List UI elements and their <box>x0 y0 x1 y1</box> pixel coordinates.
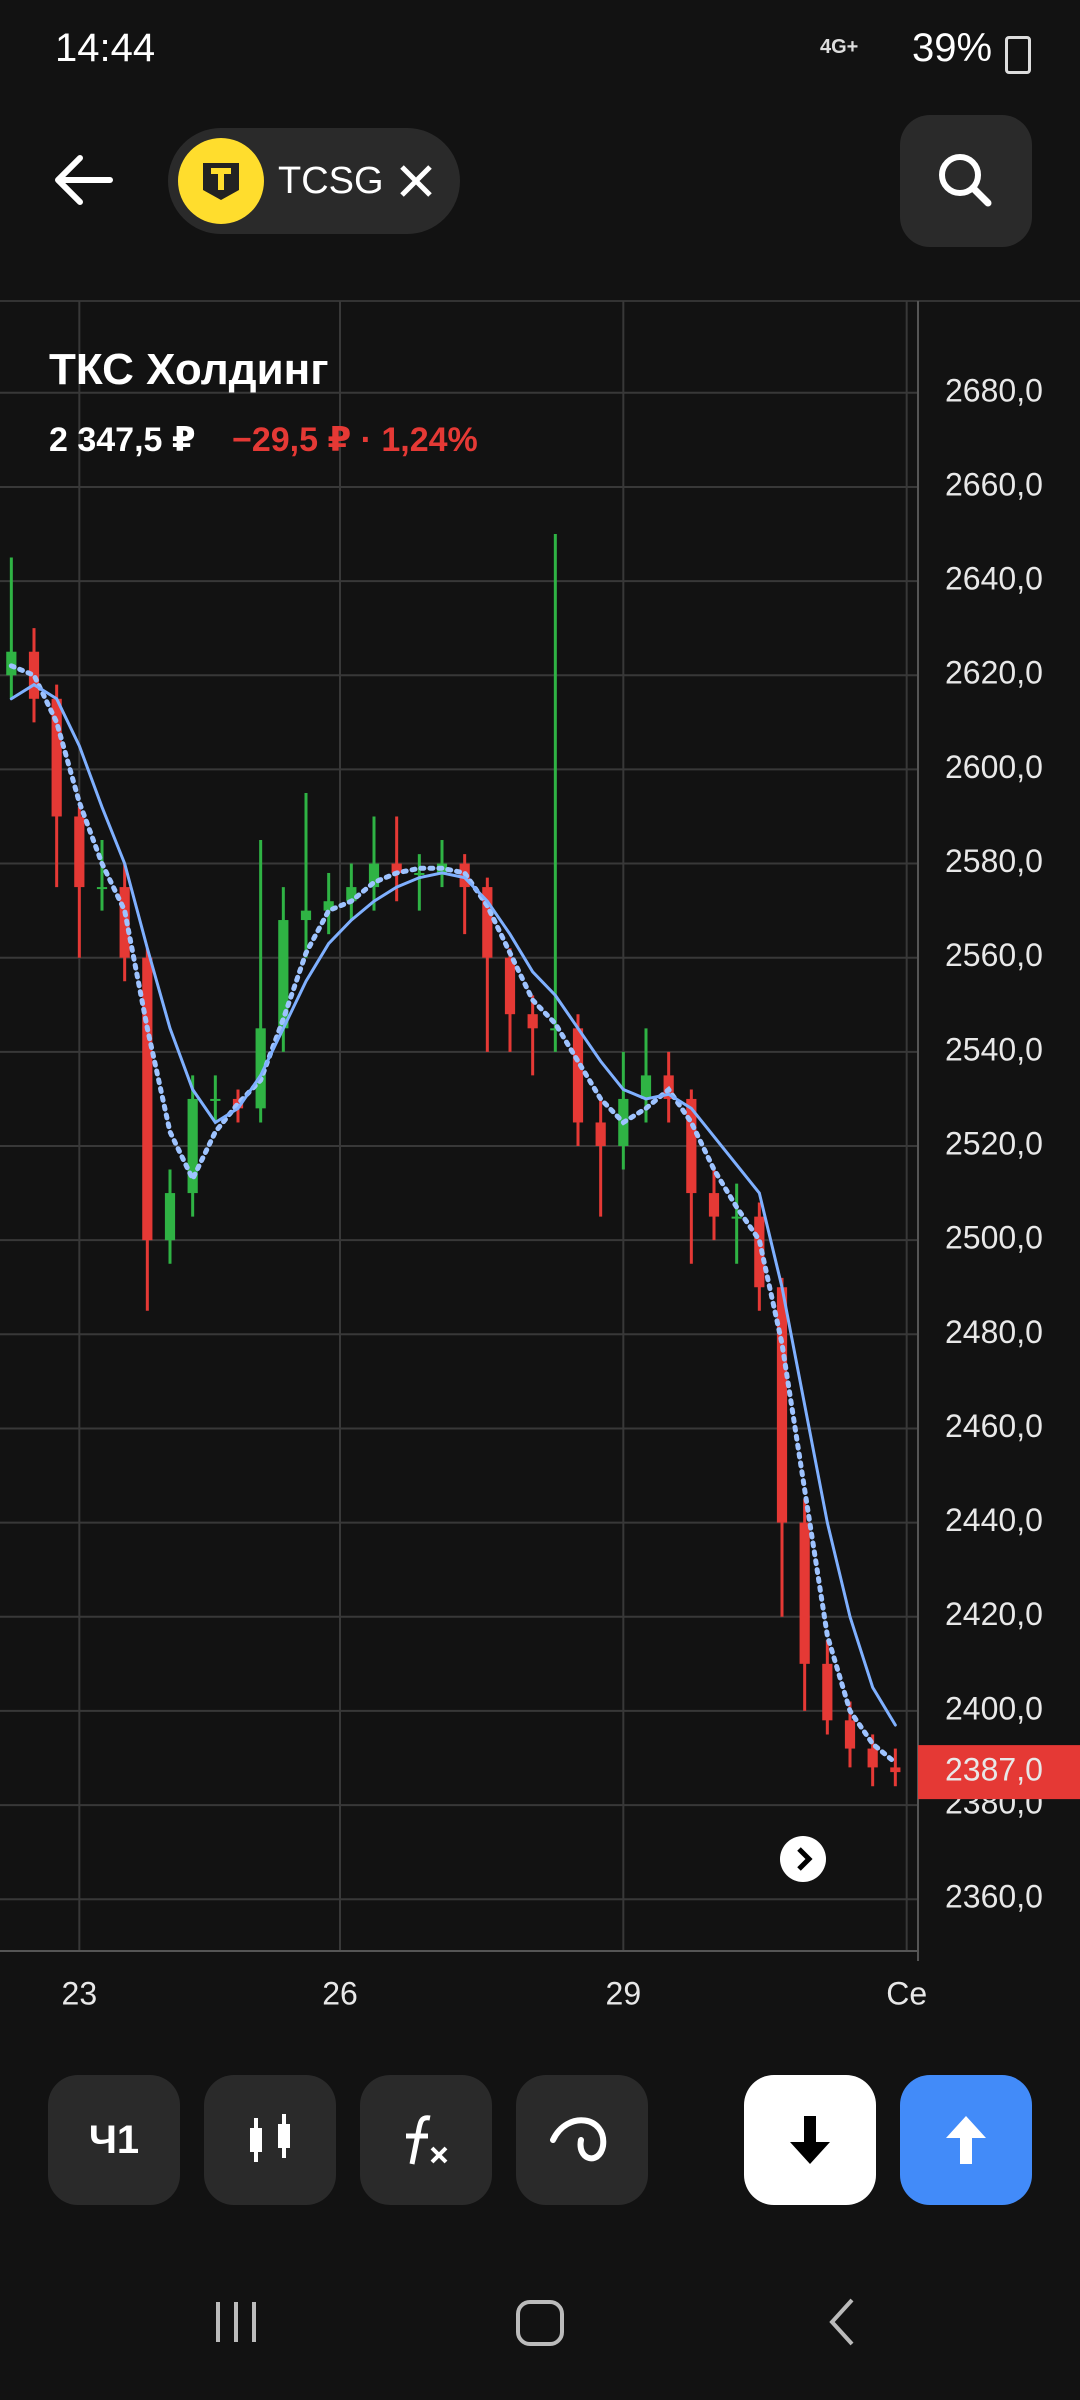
sell-button[interactable] <box>744 2075 876 2205</box>
scroll-end-icon <box>797 1847 813 1871</box>
candle-body <box>346 887 357 902</box>
interval-button[interactable]: Ч1 <box>48 2075 180 2205</box>
status-battery: 39% <box>912 26 993 70</box>
candle-body <box>686 1098 697 1194</box>
fx-icon <box>406 2115 448 2165</box>
candle-body <box>708 1193 720 1217</box>
candle-body <box>527 1014 538 1029</box>
divider <box>0 300 1080 302</box>
curve-icon <box>550 2117 607 2162</box>
status-time: 14:44 <box>55 26 156 70</box>
y-tick-label: 2580,0 <box>945 843 1043 879</box>
y-tick-label: 2520,0 <box>945 1125 1043 1161</box>
instrument-price: 2 347,5 ₽ <box>49 421 196 459</box>
back-button[interactable] <box>50 150 120 210</box>
candle-body <box>323 901 334 911</box>
x-tick-label: Се <box>886 1975 927 2011</box>
candle-body <box>278 920 289 1029</box>
indicator-line <box>9 682 897 1727</box>
y-tick-label: 2360,0 <box>945 1879 1043 1915</box>
up-arrow <box>946 2116 986 2164</box>
interval: Ч1 <box>88 2117 140 2162</box>
candle-body <box>776 1287 788 1523</box>
search-icon <box>939 154 992 207</box>
candle-body <box>96 887 108 890</box>
candles-icon <box>250 2114 290 2162</box>
logo <box>178 138 264 224</box>
scroll-end[interactable] <box>780 1836 826 1882</box>
candle-body <box>414 872 425 875</box>
y-tick-label: 2400,0 <box>945 1690 1043 1726</box>
x-tick-label: 26 <box>322 1975 358 2011</box>
status-network: 4G+ <box>820 36 859 58</box>
candle-body <box>74 816 85 888</box>
candle-body <box>187 1098 198 1194</box>
y-tick-label: 2600,0 <box>945 749 1043 785</box>
instrument-change: −29,5 ₽ · 1,24% <box>232 421 478 459</box>
instrument-name: ТКС Холдинг <box>49 345 329 394</box>
candle-body <box>844 1720 856 1749</box>
candle-body <box>210 1098 221 1101</box>
candle-body <box>867 1748 878 1768</box>
candle-body <box>572 1028 584 1123</box>
battery-icon <box>1005 36 1031 74</box>
y-tick-label: 2680,0 <box>945 372 1043 408</box>
candle-body <box>754 1216 765 1288</box>
y-tick-label: 2560,0 <box>945 937 1043 973</box>
price-chart: 2360,02380,02400,02420,02440,02460,02480… <box>0 301 1080 2011</box>
candle-body <box>255 1028 266 1109</box>
candle-body <box>822 1663 833 1721</box>
candle-body <box>550 1028 561 1031</box>
candle-body <box>482 887 493 958</box>
indicator-line <box>8 663 898 1766</box>
candle-body <box>595 1122 606 1147</box>
y-tick-label: 2480,0 <box>945 1314 1043 1350</box>
y-tick-label: 2460,0 <box>945 1408 1043 1444</box>
down-arrow <box>790 2116 830 2164</box>
candle-body <box>368 863 380 888</box>
candle-body <box>504 957 516 1015</box>
candle-body <box>731 1216 742 1219</box>
candle-body <box>300 910 312 921</box>
y-tick-label: 2540,0 <box>945 1031 1043 1067</box>
candle-body <box>640 1075 652 1099</box>
x-tick-label: 23 <box>62 1975 98 2011</box>
nav-bar <box>216 2298 854 2346</box>
y-tick-label: 2420,0 <box>945 1596 1043 1632</box>
buy-button[interactable] <box>900 2075 1032 2205</box>
last-price-label: 2387,0 <box>945 1752 1043 1788</box>
logo-icon <box>203 163 239 200</box>
y-tick-label: 2620,0 <box>945 655 1043 691</box>
candle-body <box>890 1767 901 1773</box>
drawing-button[interactable] <box>516 2075 648 2205</box>
chart-type-button[interactable] <box>204 2075 336 2205</box>
close-chip[interactable] <box>398 163 434 199</box>
y-tick-label: 2660,0 <box>945 466 1043 502</box>
candle-body <box>391 863 402 873</box>
ticker-chip[interactable]: TCSG <box>168 128 460 234</box>
indicators-button[interactable] <box>360 2075 492 2205</box>
last-price-tag <box>918 1745 1080 1800</box>
ticker: TCSG <box>278 160 384 202</box>
x-tick-label: 29 <box>606 1975 642 2011</box>
candle-body <box>51 698 62 817</box>
candle-body <box>164 1193 176 1241</box>
y-tick-label: 2640,0 <box>945 561 1043 597</box>
candle-body <box>142 957 153 1241</box>
search-button[interactable] <box>900 115 1032 247</box>
candle-body <box>799 1522 810 1664</box>
y-tick-label: 2440,0 <box>945 1502 1043 1538</box>
y-tick-label: 2500,0 <box>945 1220 1043 1256</box>
